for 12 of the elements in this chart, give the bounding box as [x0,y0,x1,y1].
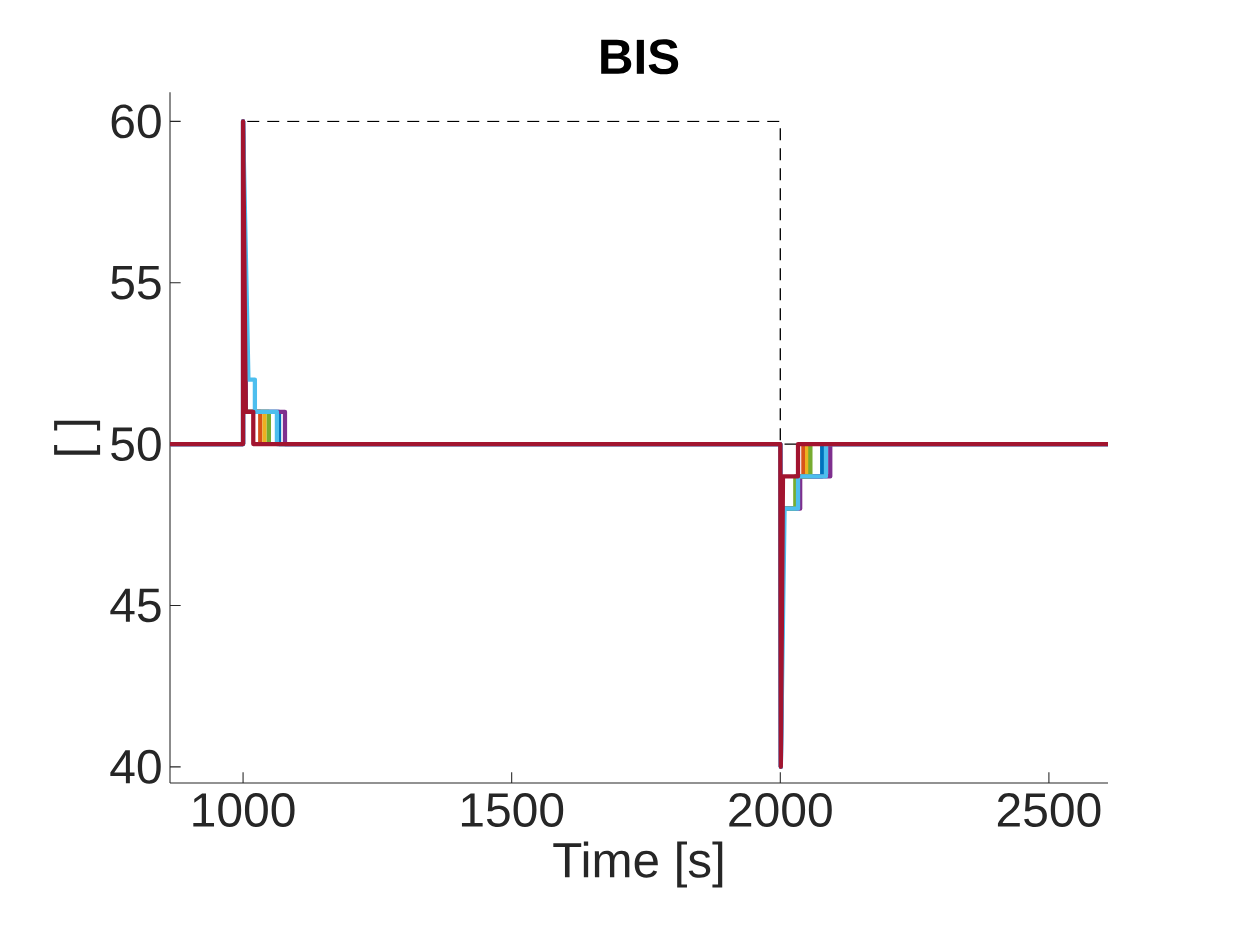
y-axis-title: [ ] [54,420,101,455]
x-tick-label: 2000 [729,793,832,828]
y-tick-label: 45 [110,588,161,623]
x-tick-label: 1500 [461,793,564,828]
x-axis-title: Time [s] [553,841,723,888]
y-tick-label: 60 [111,104,161,139]
x-tick-label: 1000 [193,793,295,828]
y-tick-label: 50 [111,427,161,462]
chart-title: BIS [601,39,679,75]
y-tick-label: 40 [110,749,161,784]
y-tick-label: 55 [111,266,161,300]
x-tick-label: 2500 [997,793,1101,828]
